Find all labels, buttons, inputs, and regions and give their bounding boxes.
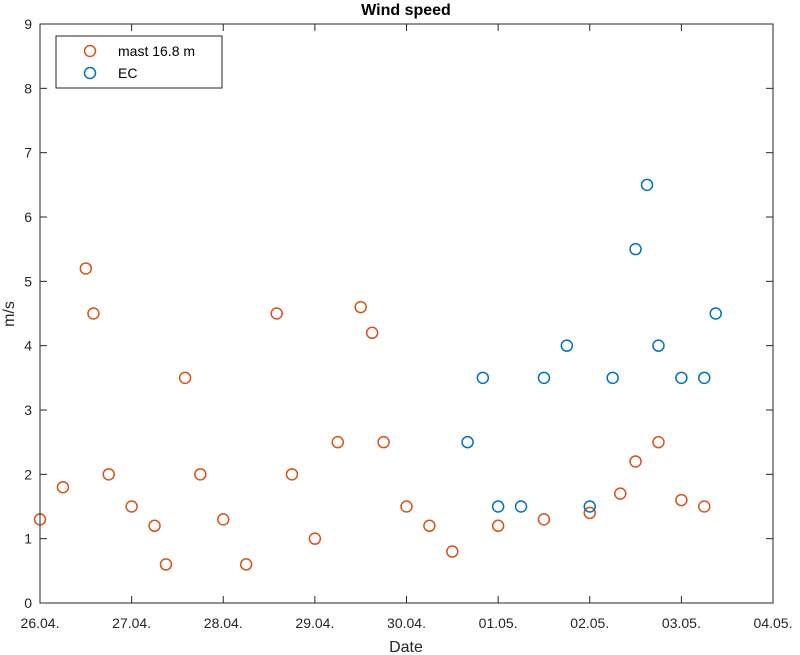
legend-label-ec: EC	[118, 65, 137, 81]
data-point	[476, 371, 490, 385]
data-point	[629, 242, 642, 256]
x-tick-label: 28.04.	[204, 615, 243, 631]
data-point	[698, 371, 711, 385]
data-point	[285, 468, 299, 481]
y-tick-label: 9	[24, 16, 32, 32]
legend-marker-mast	[83, 44, 97, 58]
plot-area	[40, 24, 773, 603]
data-point	[270, 307, 283, 320]
x-tick-label: 29.04.	[295, 615, 334, 631]
data-point	[614, 487, 627, 500]
data-point	[491, 519, 505, 533]
data-point	[560, 339, 574, 352]
y-tick-label: 5	[24, 273, 32, 289]
y-ticks: 0 1 2 3 4 5 6 7 8 9	[24, 16, 773, 611]
series-mast-16-8-m	[33, 262, 711, 571]
data-point	[354, 300, 367, 314]
data-point	[217, 513, 230, 526]
y-tick-label: 3	[24, 402, 32, 418]
data-point	[652, 435, 665, 449]
data-point	[365, 326, 379, 340]
data-point	[698, 500, 711, 513]
data-point	[308, 532, 322, 545]
data-point	[446, 545, 459, 558]
x-tick-label: 02.05.	[570, 615, 609, 631]
y-tick-label: 4	[24, 338, 32, 354]
x-ticks: 26.04. 27.04. 28.04. 29.04. 30.04. 01.05. 02.0…	[21, 24, 793, 631]
legend: mast 16.8 m EC	[55, 35, 223, 89]
x-axis-label: Date	[389, 639, 423, 655]
data-point	[87, 307, 100, 320]
y-tick-label: 6	[24, 209, 32, 225]
data-point	[652, 339, 665, 352]
data-point	[583, 506, 596, 520]
data-point	[400, 500, 413, 513]
y-tick-label: 8	[24, 80, 32, 96]
x-tick-label: 01.05.	[479, 615, 518, 631]
x-tick-label: 27.04.	[112, 615, 151, 631]
x-tick-label: 03.05.	[662, 615, 701, 631]
y-tick-label: 0	[24, 595, 32, 611]
data-points	[33, 178, 722, 571]
legend-label-mast: mast 16.8 m	[118, 43, 195, 59]
data-point	[537, 371, 551, 385]
x-tick-label: 30.04.	[387, 615, 426, 631]
x-tick-label: 26.04.	[21, 615, 60, 631]
chart-title: Wind speed	[361, 2, 451, 19]
x-tick-label: 04.05.	[754, 615, 793, 631]
data-point	[606, 371, 619, 385]
data-point	[709, 307, 722, 320]
data-point	[194, 468, 207, 481]
series-ec	[461, 178, 722, 513]
data-point	[178, 371, 192, 385]
y-axis-label: m/s	[1, 301, 18, 327]
data-point	[461, 435, 474, 449]
data-point	[125, 500, 138, 513]
data-point	[159, 558, 173, 571]
data-point	[675, 493, 688, 507]
data-point	[583, 500, 596, 513]
y-tick-label: 7	[24, 145, 32, 161]
data-point	[491, 500, 505, 513]
y-tick-label: 1	[24, 531, 32, 547]
data-point	[423, 519, 436, 533]
legend-marker-ec	[83, 66, 97, 80]
data-point	[148, 519, 161, 533]
y-tick-label: 2	[24, 466, 32, 482]
data-point	[629, 455, 642, 468]
data-point	[79, 262, 93, 275]
data-point	[640, 178, 654, 192]
legend-box	[55, 35, 223, 89]
data-point	[514, 500, 528, 513]
data-point	[239, 558, 253, 571]
data-point	[102, 468, 115, 481]
data-point	[331, 435, 345, 449]
data-point	[377, 435, 390, 449]
data-point	[537, 513, 551, 526]
data-point	[56, 480, 70, 494]
data-point	[675, 371, 688, 385]
